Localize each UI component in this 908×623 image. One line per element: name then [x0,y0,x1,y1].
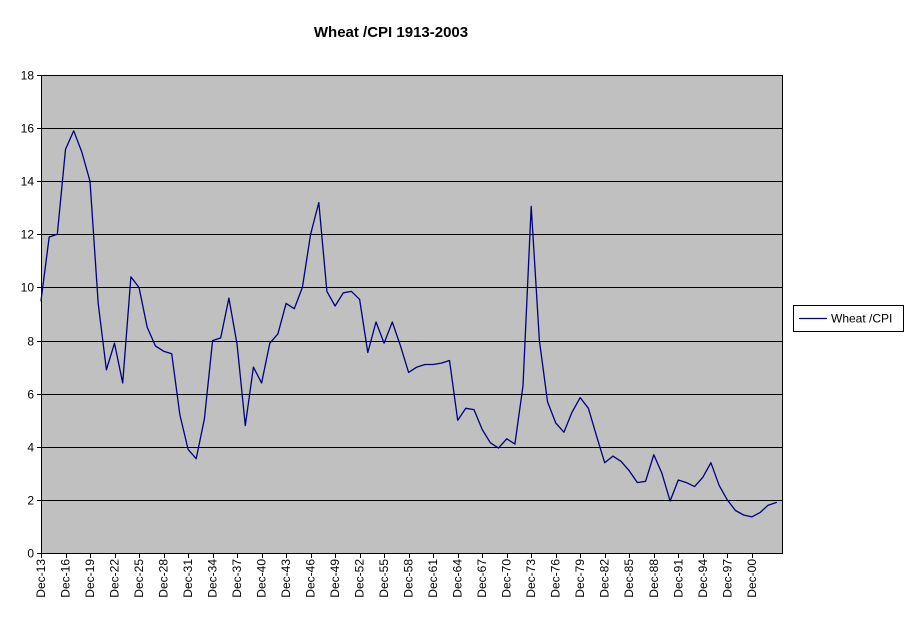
x-axis-label: Dec-19 [83,559,97,598]
x-axis-label: Dec-43 [279,559,293,598]
page-title: Wheat /CPI 1913-2003 [313,24,469,41]
plot-area [41,75,783,554]
x-axis-label: Dec-22 [108,559,122,598]
legend: Wheat /CPI [793,305,904,332]
y-axis-label: 14 [21,175,35,189]
x-axis-label: Dec-76 [549,559,563,598]
x-axis-label: Dec-00 [745,559,759,598]
x-axis-label: Dec-25 [132,559,146,598]
x-axis-label: Dec-37 [230,559,244,598]
y-axis-label: 12 [21,228,35,242]
x-axis-label: Dec-34 [206,559,220,598]
series-line-wheat-cpi [40,130,777,518]
x-axis-label: Dec-31 [181,559,195,598]
x-axis-label: Dec-16 [59,559,73,598]
x-axis-label: Dec-40 [255,559,269,598]
x-axis-label: Dec-88 [647,559,661,598]
y-axis-label: 10 [21,281,35,295]
x-axis-label: Dec-70 [500,559,514,598]
x-axis-label: Dec-58 [402,559,416,598]
x-axis-label: Dec-73 [524,559,538,598]
x-axis-label: Dec-55 [377,559,391,598]
x-axis-label: Dec-46 [304,559,318,598]
x-axis-label: Dec-97 [720,559,734,598]
y-axis-label: 16 [21,122,35,136]
x-axis-label: Dec-13 [34,559,48,598]
y-axis-label: 6 [27,388,34,402]
x-axis-label: Dec-28 [157,559,171,598]
x-axis-label: Dec-64 [451,559,465,598]
x-axis-label: Dec-85 [622,559,636,598]
x-axis-label: Dec-79 [573,559,587,598]
x-axis-label: Dec-49 [328,559,342,598]
legend-label: Wheat /CPI [831,312,892,326]
y-axis-label: 2 [27,494,34,508]
x-axis-label: Dec-94 [696,559,710,598]
plot-area-group: 0 2 4 6 8 10 12 14 16 18 Dec-13 Dec-16 Dec-19 Dec-22 D… [21,69,783,598]
x-axis-label: Dec-82 [598,559,612,598]
y-axis-label: 8 [27,335,34,349]
y-axis-label: 4 [27,441,34,455]
y-axis-label: 0 [27,547,34,561]
x-axis-label: Dec-52 [353,559,367,598]
x-axis-label: Dec-91 [671,559,685,598]
x-axis-label: Dec-67 [475,559,489,598]
y-axis-label: 18 [21,69,35,83]
x-axis-label: Dec-61 [426,559,440,598]
